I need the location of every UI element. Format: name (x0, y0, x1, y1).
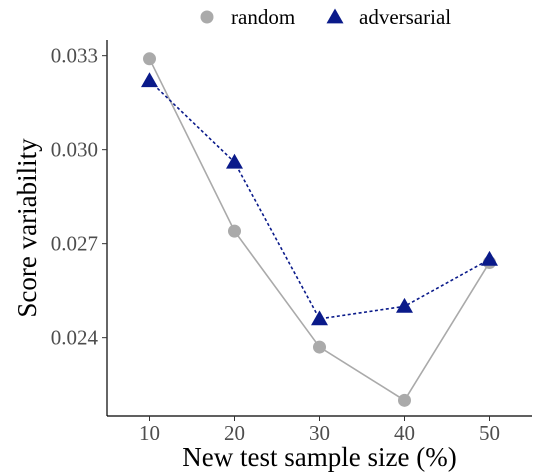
legend-label-adversarial: adversarial (359, 5, 451, 29)
y-tick-label: 0.033 (51, 44, 98, 68)
x-tick-label: 30 (309, 421, 330, 445)
x-tick-label: 20 (224, 421, 245, 445)
data-point-adversarial (141, 72, 158, 88)
legend-item-random: random (200, 5, 295, 29)
data-point-adversarial (481, 250, 498, 266)
legend-item-adversarial: adversarial (326, 5, 451, 29)
data-point-adversarial (311, 310, 328, 326)
data-point-random (313, 340, 326, 354)
legend-marker-adversarial (326, 8, 344, 24)
legend-label-random: random (231, 5, 295, 29)
series-adversarial (141, 72, 498, 326)
data-point-adversarial (226, 153, 243, 169)
series-line-adversarial (148, 80, 490, 320)
y-ticks: 0.024 0.027 0.030 0.033 (51, 44, 107, 350)
x-ticks: 10 20 30 40 50 (139, 416, 500, 445)
axes (106, 40, 532, 417)
y-tick-label: 0.027 (51, 232, 98, 256)
x-tick-label: 50 (479, 421, 500, 445)
x-axis-title: New test sample size (%) (182, 442, 456, 472)
y-axis-title: Score variability (12, 138, 42, 318)
x-tick-label: 10 (139, 421, 160, 445)
legend: random adversarial (200, 5, 451, 29)
y-tick-label: 0.024 (51, 326, 99, 350)
series-layer (141, 52, 498, 407)
data-point-adversarial (396, 297, 413, 313)
data-point-random (398, 393, 411, 407)
x-tick-label: 40 (394, 421, 415, 445)
data-point-random (228, 224, 241, 238)
y-tick-label: 0.030 (51, 138, 98, 162)
data-point-random (143, 52, 156, 66)
series-random (143, 52, 496, 407)
legend-marker-random (200, 10, 214, 24)
